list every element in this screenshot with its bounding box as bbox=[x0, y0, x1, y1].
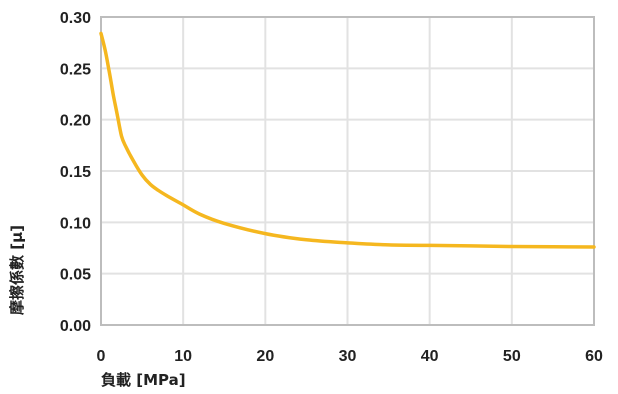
series-line-0 bbox=[99, 31, 596, 249]
series-layer bbox=[99, 31, 596, 249]
x-tick-label: 40 bbox=[421, 348, 439, 365]
x-tick-label: 30 bbox=[339, 348, 357, 365]
y-tick-label: 0.10 bbox=[60, 215, 91, 232]
x-tick-label: 20 bbox=[256, 348, 274, 365]
x-tick-label: 0 bbox=[97, 348, 106, 365]
y-tick-label: 0.00 bbox=[60, 318, 91, 335]
x-tick-labels: 0 10 20 30 40 50 60 bbox=[97, 348, 603, 365]
x-tick-label: 50 bbox=[503, 348, 521, 365]
y-tick-label: 0.30 bbox=[60, 10, 91, 27]
x-tick-label: 60 bbox=[585, 348, 603, 365]
y-axis-title: 摩擦係數 [μ] bbox=[8, 225, 26, 315]
x-tick-label: 10 bbox=[174, 348, 192, 365]
x-axis-title: 負載 [MPa] bbox=[101, 371, 186, 389]
y-tick-label: 0.25 bbox=[60, 61, 91, 78]
y-tick-label: 0.15 bbox=[60, 164, 91, 181]
grid bbox=[100, 16, 595, 326]
plot-frame bbox=[100, 16, 595, 326]
y-tick-labels: 0.00 0.05 0.10 0.15 0.20 0.25 0.30 bbox=[60, 10, 91, 335]
y-tick-label: 0.05 bbox=[60, 267, 91, 284]
y-tick-label: 0.20 bbox=[60, 113, 91, 130]
